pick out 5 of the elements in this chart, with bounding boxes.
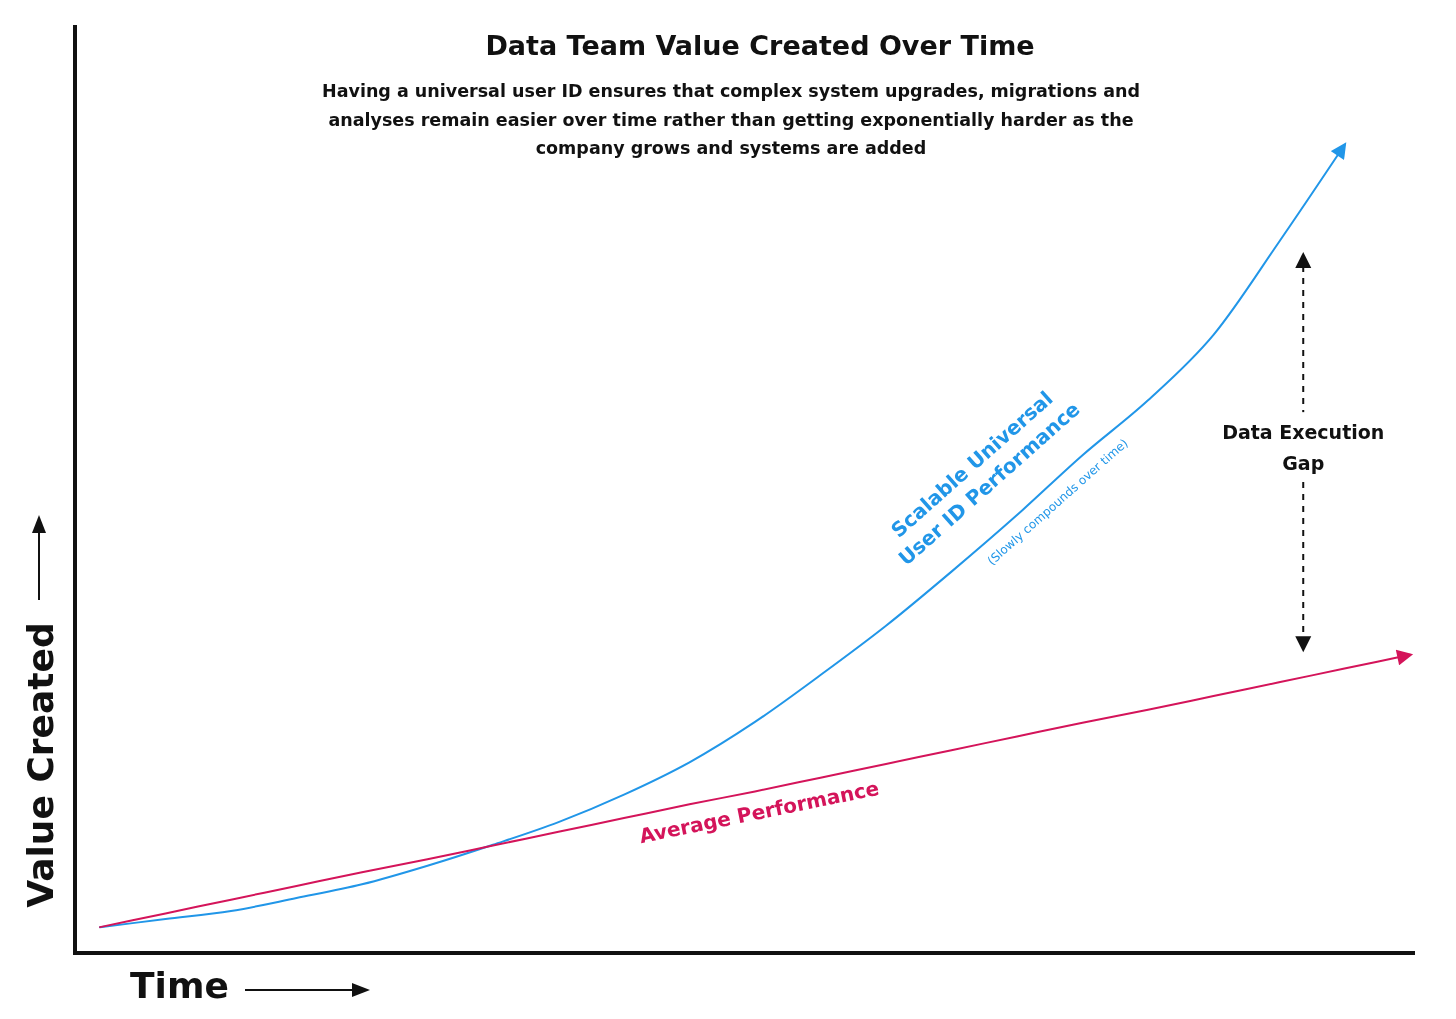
x-axis-title: Time xyxy=(130,965,229,1006)
chart-title: Data Team Value Created Over Time xyxy=(485,30,1035,61)
chart-subtitle: Having a universal user ID ensures that complex system upgrades, migrations and analyses remain easier over time rather than getting exponentially harder as the company grows and systems are added xyxy=(322,81,1140,158)
annotation: Data Execution Gap xyxy=(1222,421,1385,475)
y-axis-title: Value Created xyxy=(20,622,61,908)
